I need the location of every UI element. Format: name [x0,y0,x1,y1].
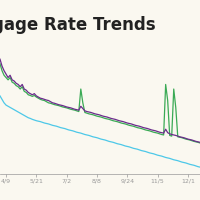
Text: gage Rate Trends: gage Rate Trends [0,16,156,34]
